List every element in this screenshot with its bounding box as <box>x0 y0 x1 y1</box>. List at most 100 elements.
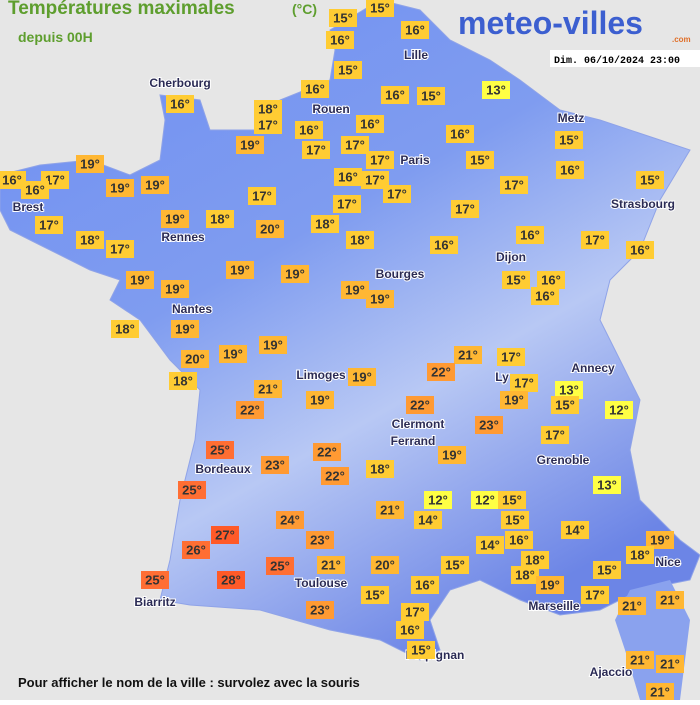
city-name: Nantes <box>172 302 212 316</box>
temp-badge <box>593 476 621 494</box>
temp-label: 18° <box>173 373 193 388</box>
temp-label: 22° <box>410 397 430 412</box>
city-name: Brest <box>13 200 44 214</box>
temp-badge <box>516 226 544 244</box>
temp-label: 16° <box>415 577 435 592</box>
temp-label: 23° <box>265 457 285 472</box>
temp-label: 15° <box>338 62 358 77</box>
temp-label: 22° <box>317 444 337 459</box>
temp-label: 25° <box>182 482 202 497</box>
temp-label: 20° <box>260 221 280 236</box>
temp-badge <box>334 61 362 79</box>
city-name: Nice <box>655 555 681 569</box>
temp-label: 17° <box>405 604 425 619</box>
temp-label: 18° <box>210 211 230 226</box>
temp-badge <box>333 195 361 213</box>
temp-badge <box>396 621 424 639</box>
city-name: Biarritz <box>134 595 175 609</box>
temp-badge <box>401 603 429 621</box>
temp-badge <box>361 171 389 189</box>
temp-badge <box>106 240 134 258</box>
temp-label: 15° <box>597 562 617 577</box>
temp-label: 13° <box>597 477 617 492</box>
temp-badge <box>555 131 583 149</box>
temp-badge <box>510 374 538 392</box>
temp-badge <box>254 116 282 134</box>
temp-label: 22° <box>325 468 345 483</box>
temp-badge <box>276 511 304 529</box>
temp-label: 17° <box>514 375 534 390</box>
temp-label: 25° <box>270 558 290 573</box>
temp-badge <box>321 467 349 485</box>
temp-label: 16° <box>434 237 454 252</box>
temp-label: 15° <box>559 132 579 147</box>
city-name: Dijon <box>496 250 526 264</box>
temp-label: 21° <box>630 652 650 667</box>
temp-badge <box>141 571 169 589</box>
temp-badge <box>511 566 539 584</box>
temp-label: 16° <box>360 116 380 131</box>
temp-badge <box>498 491 526 509</box>
temp-badge <box>371 556 399 574</box>
temp-badge <box>306 601 334 619</box>
temp-badge <box>406 396 434 414</box>
temp-badge <box>306 531 334 549</box>
temp-badge <box>236 136 264 154</box>
temp-badge <box>581 231 609 249</box>
temp-badge <box>161 210 189 228</box>
temp-badge <box>0 171 26 189</box>
temp-label: 17° <box>45 172 65 187</box>
temp-label: 17° <box>585 587 605 602</box>
temp-label: 17° <box>365 172 385 187</box>
temp-badge <box>407 641 435 659</box>
temp-label: 16° <box>400 622 420 637</box>
city-name: Limoges <box>296 368 346 382</box>
temp-label: 19° <box>650 532 670 547</box>
temp-label: 17° <box>110 241 130 256</box>
temp-label: 16° <box>405 22 425 37</box>
temp-label: 18° <box>115 321 135 336</box>
temp-badge <box>366 290 394 308</box>
temp-badge <box>366 151 394 169</box>
temp-badge <box>254 380 282 398</box>
temp-badge <box>141 176 169 194</box>
temp-label: 18° <box>315 216 335 231</box>
city-name: Bourges <box>376 267 425 281</box>
temp-label: 15° <box>640 172 660 187</box>
temp-label: 24° <box>280 512 300 527</box>
temp-badge <box>561 521 589 539</box>
temp-label: 15° <box>411 642 431 657</box>
city-name: Ferrand <box>391 434 436 448</box>
temp-badge <box>556 161 584 179</box>
temp-label: 19° <box>370 291 390 306</box>
temp-badge <box>217 571 245 589</box>
temp-label: 15° <box>505 512 525 527</box>
temp-badge <box>366 0 394 17</box>
temp-label: 13° <box>486 82 506 97</box>
temp-badge <box>248 187 276 205</box>
temp-badge <box>401 21 429 39</box>
temp-label: 15° <box>333 10 353 25</box>
temp-label: 16° <box>25 182 45 197</box>
temp-label: 21° <box>258 381 278 396</box>
temp-badge <box>366 460 394 478</box>
temp-label: 16° <box>630 242 650 257</box>
temp-badge <box>636 171 664 189</box>
city-name: Rouen <box>312 102 349 116</box>
temp-label: 19° <box>540 577 560 592</box>
temp-badge <box>497 348 525 366</box>
temp-badge <box>161 280 189 298</box>
temp-label: 15° <box>370 0 390 15</box>
temp-badge <box>427 363 455 381</box>
temp-label: 12° <box>475 492 495 507</box>
temp-label: 17° <box>306 142 326 157</box>
temp-label: 27° <box>215 527 235 542</box>
temp-label: 17° <box>387 186 407 201</box>
logo-suffix: .com <box>672 35 691 44</box>
temp-label: 17° <box>455 201 475 216</box>
temp-label: 15° <box>470 152 490 167</box>
temp-label: 17° <box>585 232 605 247</box>
temp-badge <box>261 456 289 474</box>
temp-label: 19° <box>345 282 365 297</box>
